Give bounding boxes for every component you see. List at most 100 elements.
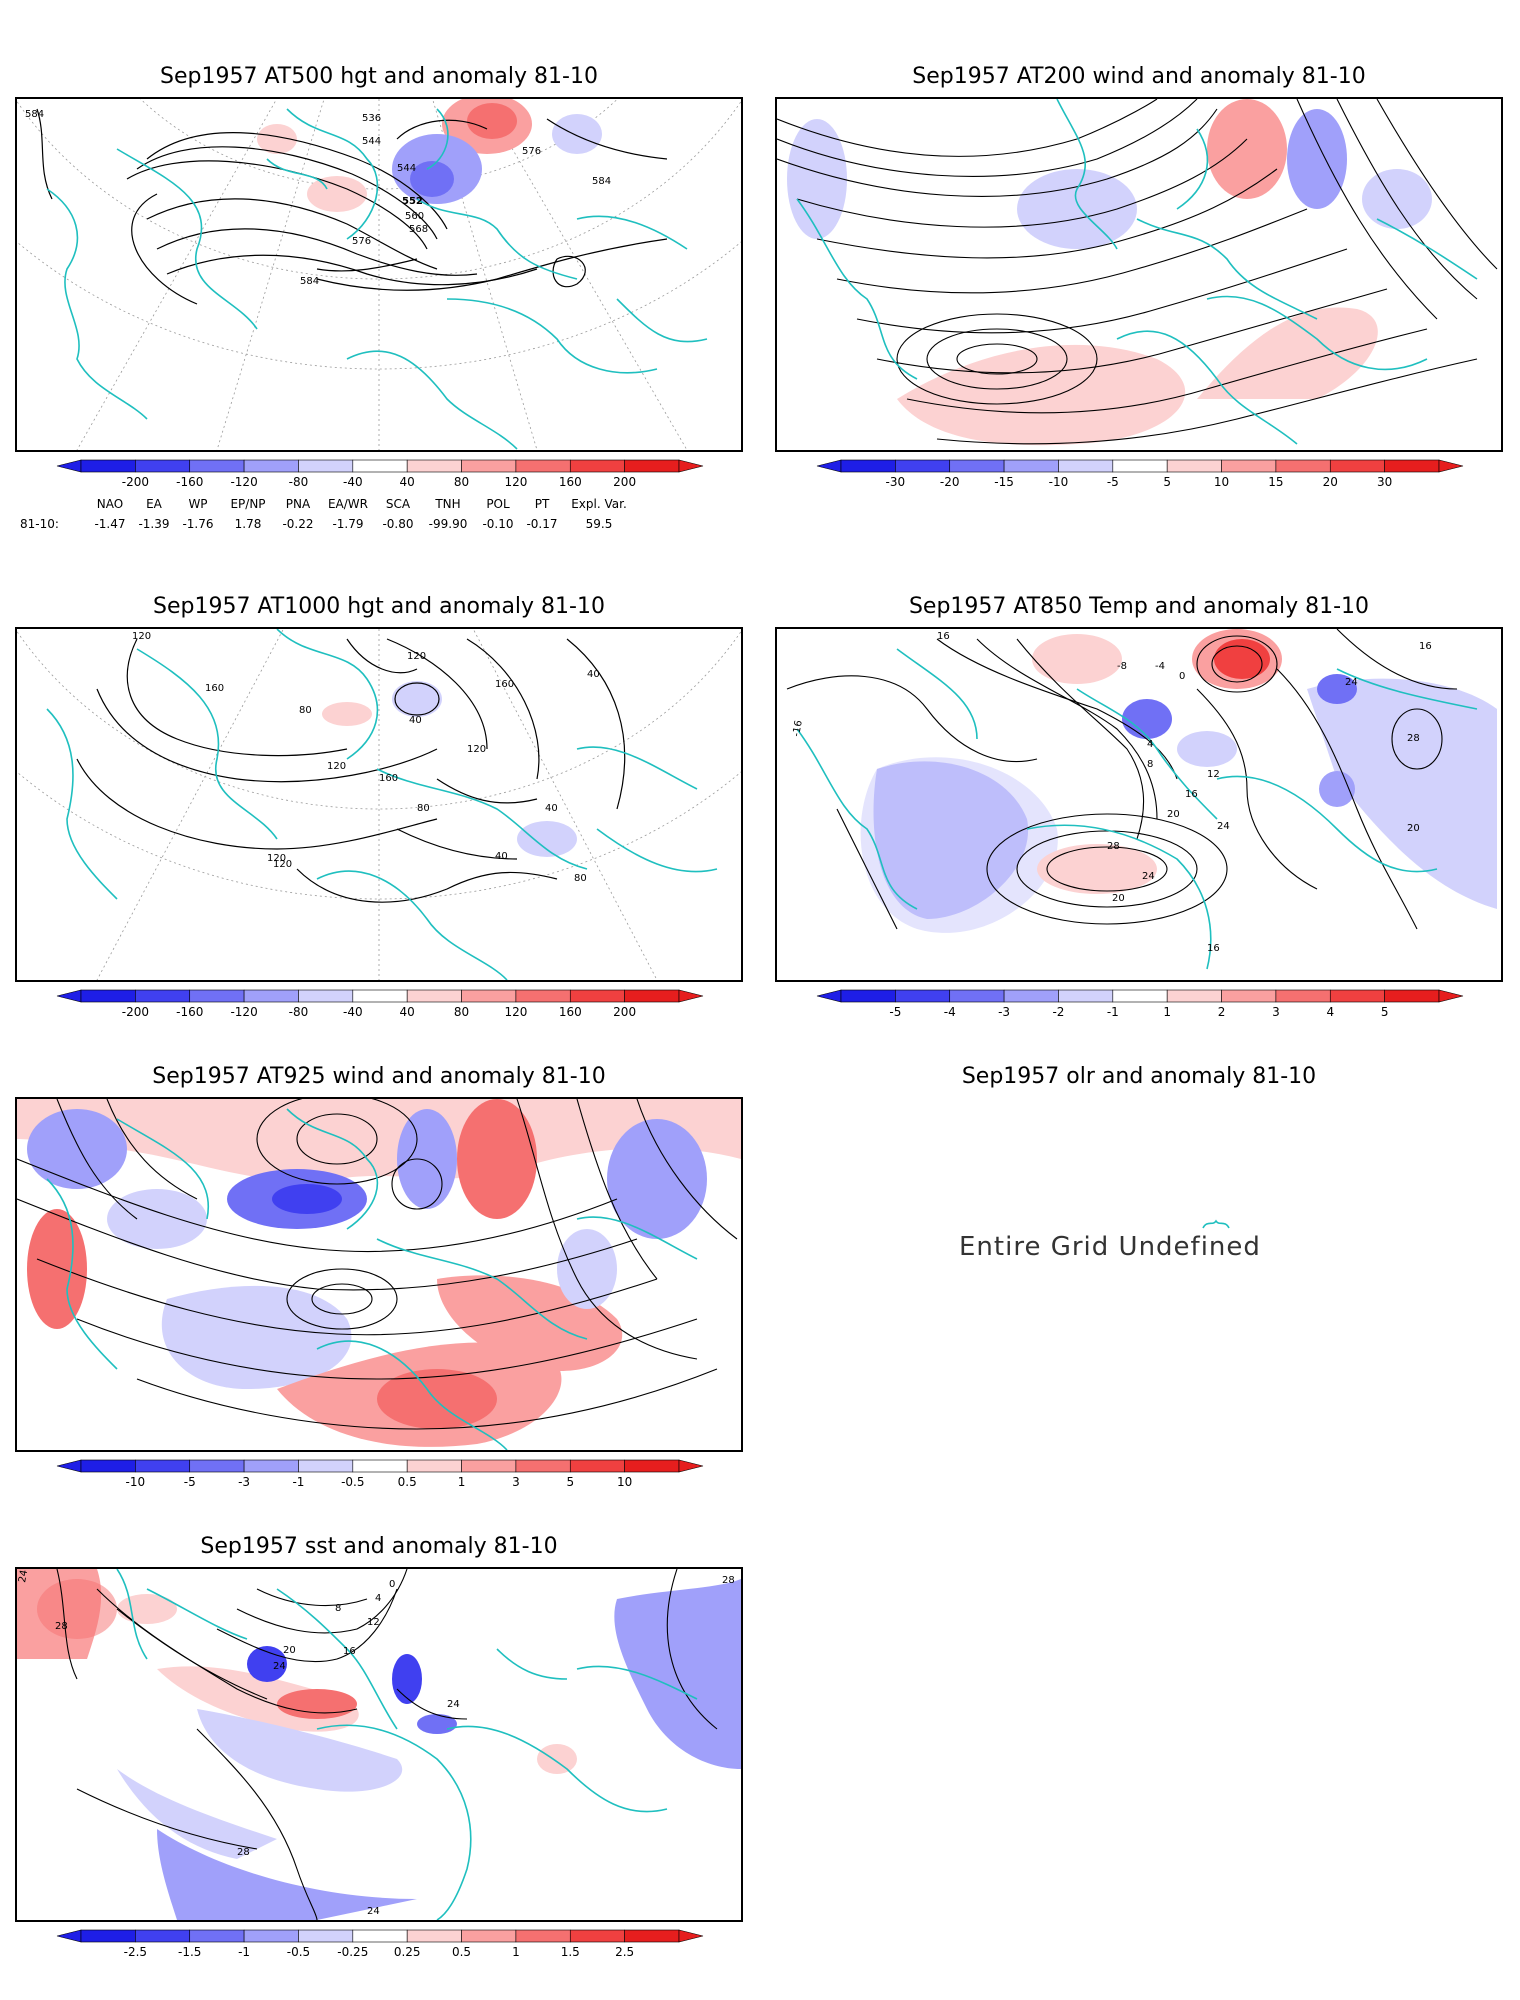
colorbar-tick-label: 5 [566,1475,574,1489]
colorbar-tick-label: 1 [512,1945,520,1959]
colorbar-tick-label: -5 [889,1005,901,1019]
colorbar-segment [949,989,1005,1003]
colorbar-tick-label: -1 [292,1475,304,1489]
colorbar-tick-label: -80 [289,475,309,489]
colorbar-segment [840,459,896,473]
index-value: 1.78 [234,517,262,531]
colorbar-tick-label: -120 [230,475,257,489]
colorbar-tick-label: 200 [613,1005,636,1019]
colorbar-p7: -2.5 -1.5 -1 -0.5 -0.25 0.25 0.5 1 1.5 2.5 [56,1929,704,1960]
colorbar-segment [1384,989,1440,1003]
colorbar-segment [352,989,408,1003]
colorbar-tick-label: 40 [400,475,415,489]
map-panel-at500-hgt: 584 536 544 544 552 560 568 576 576 584 … [15,97,743,452]
colorbar-segment [80,989,136,1003]
colorbar-segment [1329,989,1385,1003]
colorbar-tick-label: -4 [944,1005,956,1019]
index-value: -1.76 [182,517,214,531]
colorbar-segment [840,989,896,1003]
colorbar-segment [461,989,517,1003]
colorbar-tick-label: 3 [1272,1005,1280,1019]
colorbar-p2: -30 -20 -15 -10 -5 5 10 15 20 30 [816,459,1464,490]
colorbar-segment [1384,459,1440,473]
index-header: POL [486,497,510,511]
contour-label: 80 [574,873,587,884]
colorbar-segment [243,1459,299,1473]
contour-label: 584 [592,176,611,187]
panel-title: Sep1957 sst and anomaly 81-10 [200,1534,558,1559]
contour-label: 8 [335,1603,341,1614]
contour-label: 8 [1147,759,1153,770]
contour-label: 0 [389,1579,395,1590]
teleconnection-headers: NAO EA WP EP/NP PNA EA/WR SCA TNH POL PT Expl. Var… [88,497,634,511]
contour-label: 544 [397,163,416,174]
contour-label: 28 [55,1621,68,1632]
colorbar-arrow-right [678,989,704,1003]
contour-label: 16 [1185,789,1198,800]
colorbar-segment [1275,989,1331,1003]
index-header: EP/NP [230,497,266,511]
contour-label: 28 [1407,733,1420,744]
colorbar-tick-label: 4 [1326,1005,1334,1019]
colorbar-tick-label: -200 [122,475,149,489]
colorbar-segment [515,1929,571,1943]
colorbar-segment [1003,459,1059,473]
contour-label: 120 [407,651,426,662]
colorbar-segment [515,989,571,1003]
contour-label: 16 [937,631,950,642]
colorbar-arrow-left [816,989,842,1003]
colorbar-tick-label: -3 [998,1005,1010,1019]
map-panel-at850-temp: 16 -16 -8 -4 0 4 8 12 16 20 24 28 24 20 … [775,627,1503,982]
colorbar-arrow-left [56,459,82,473]
colorbar-segment [569,459,625,473]
index-header: PT [534,497,550,511]
colorbar-tick-label: 160 [559,1005,582,1019]
colorbar-segment [569,1929,625,1943]
teleconnection-values: 81-10: -1.47 -1.39 -1.76 1.78 -0.22 -1.79 -0.80… [20,517,634,531]
colorbar-segment [298,1459,354,1473]
colorbar-arrow-right [678,1459,704,1473]
colorbar-tick-label: 1.5 [561,1945,580,1959]
contour-label: 584 [25,109,44,120]
index-header: SCA [385,497,411,511]
colorbar-segment [135,989,191,1003]
colorbar-tick-label: -5 [184,1475,196,1489]
colorbar-tick-label: -3 [238,1475,250,1489]
colorbar-tick-label: 2 [1218,1005,1226,1019]
colorbar-tick-label: 40 [400,1005,415,1019]
contour-label: 24 [1345,677,1358,688]
colorbar-arrow-left [56,1929,82,1943]
contour-label: 584 [300,276,319,287]
colorbar-tick-label: 80 [454,475,469,489]
colorbar-segment [949,459,1005,473]
colorbar-tick-label: 5 [1163,475,1171,489]
contour-label: 16 [1419,641,1432,652]
index-header: Expl. Var. [571,497,627,511]
map-panel-sst: 24 28 20 24 16 12 8 4 0 24 28 28 24 [15,1567,743,1922]
index-value: -1.79 [332,517,364,531]
colorbar-tick-label: 0.5 [452,1945,471,1959]
colorbar-p1: -200 -160 -120 -80 -40 40 80 120 160 200 [56,459,704,490]
contour-label: 20 [1407,823,1420,834]
colorbar-tick-label: -40 [343,475,363,489]
colorbar-segment [1058,459,1114,473]
contour-label: 20 [1167,809,1180,820]
colorbar-segment [352,1929,408,1943]
contour-label: 120 [273,859,292,870]
contour-label: 544 [362,136,381,147]
colorbar-tick-label: 5 [1381,1005,1389,1019]
colorbar-segment [189,989,245,1003]
colorbar-tick-label: -10 [126,1475,146,1489]
colorbar-tick-label: 200 [613,475,636,489]
colorbar-tick-label: -120 [230,1005,257,1019]
contour-label: 80 [299,705,312,716]
colorbar-segment [406,1929,462,1943]
colorbar-tick-label: -200 [122,1005,149,1019]
index-value: 59.5 [585,517,613,531]
contour-label: 24 [1142,871,1155,882]
colorbar-tick-label: -15 [994,475,1014,489]
contour-label: 568 [409,224,428,235]
index-header: EA/WR [327,497,369,511]
index-value: -0.10 [482,517,514,531]
colorbar-segment [298,1929,354,1943]
